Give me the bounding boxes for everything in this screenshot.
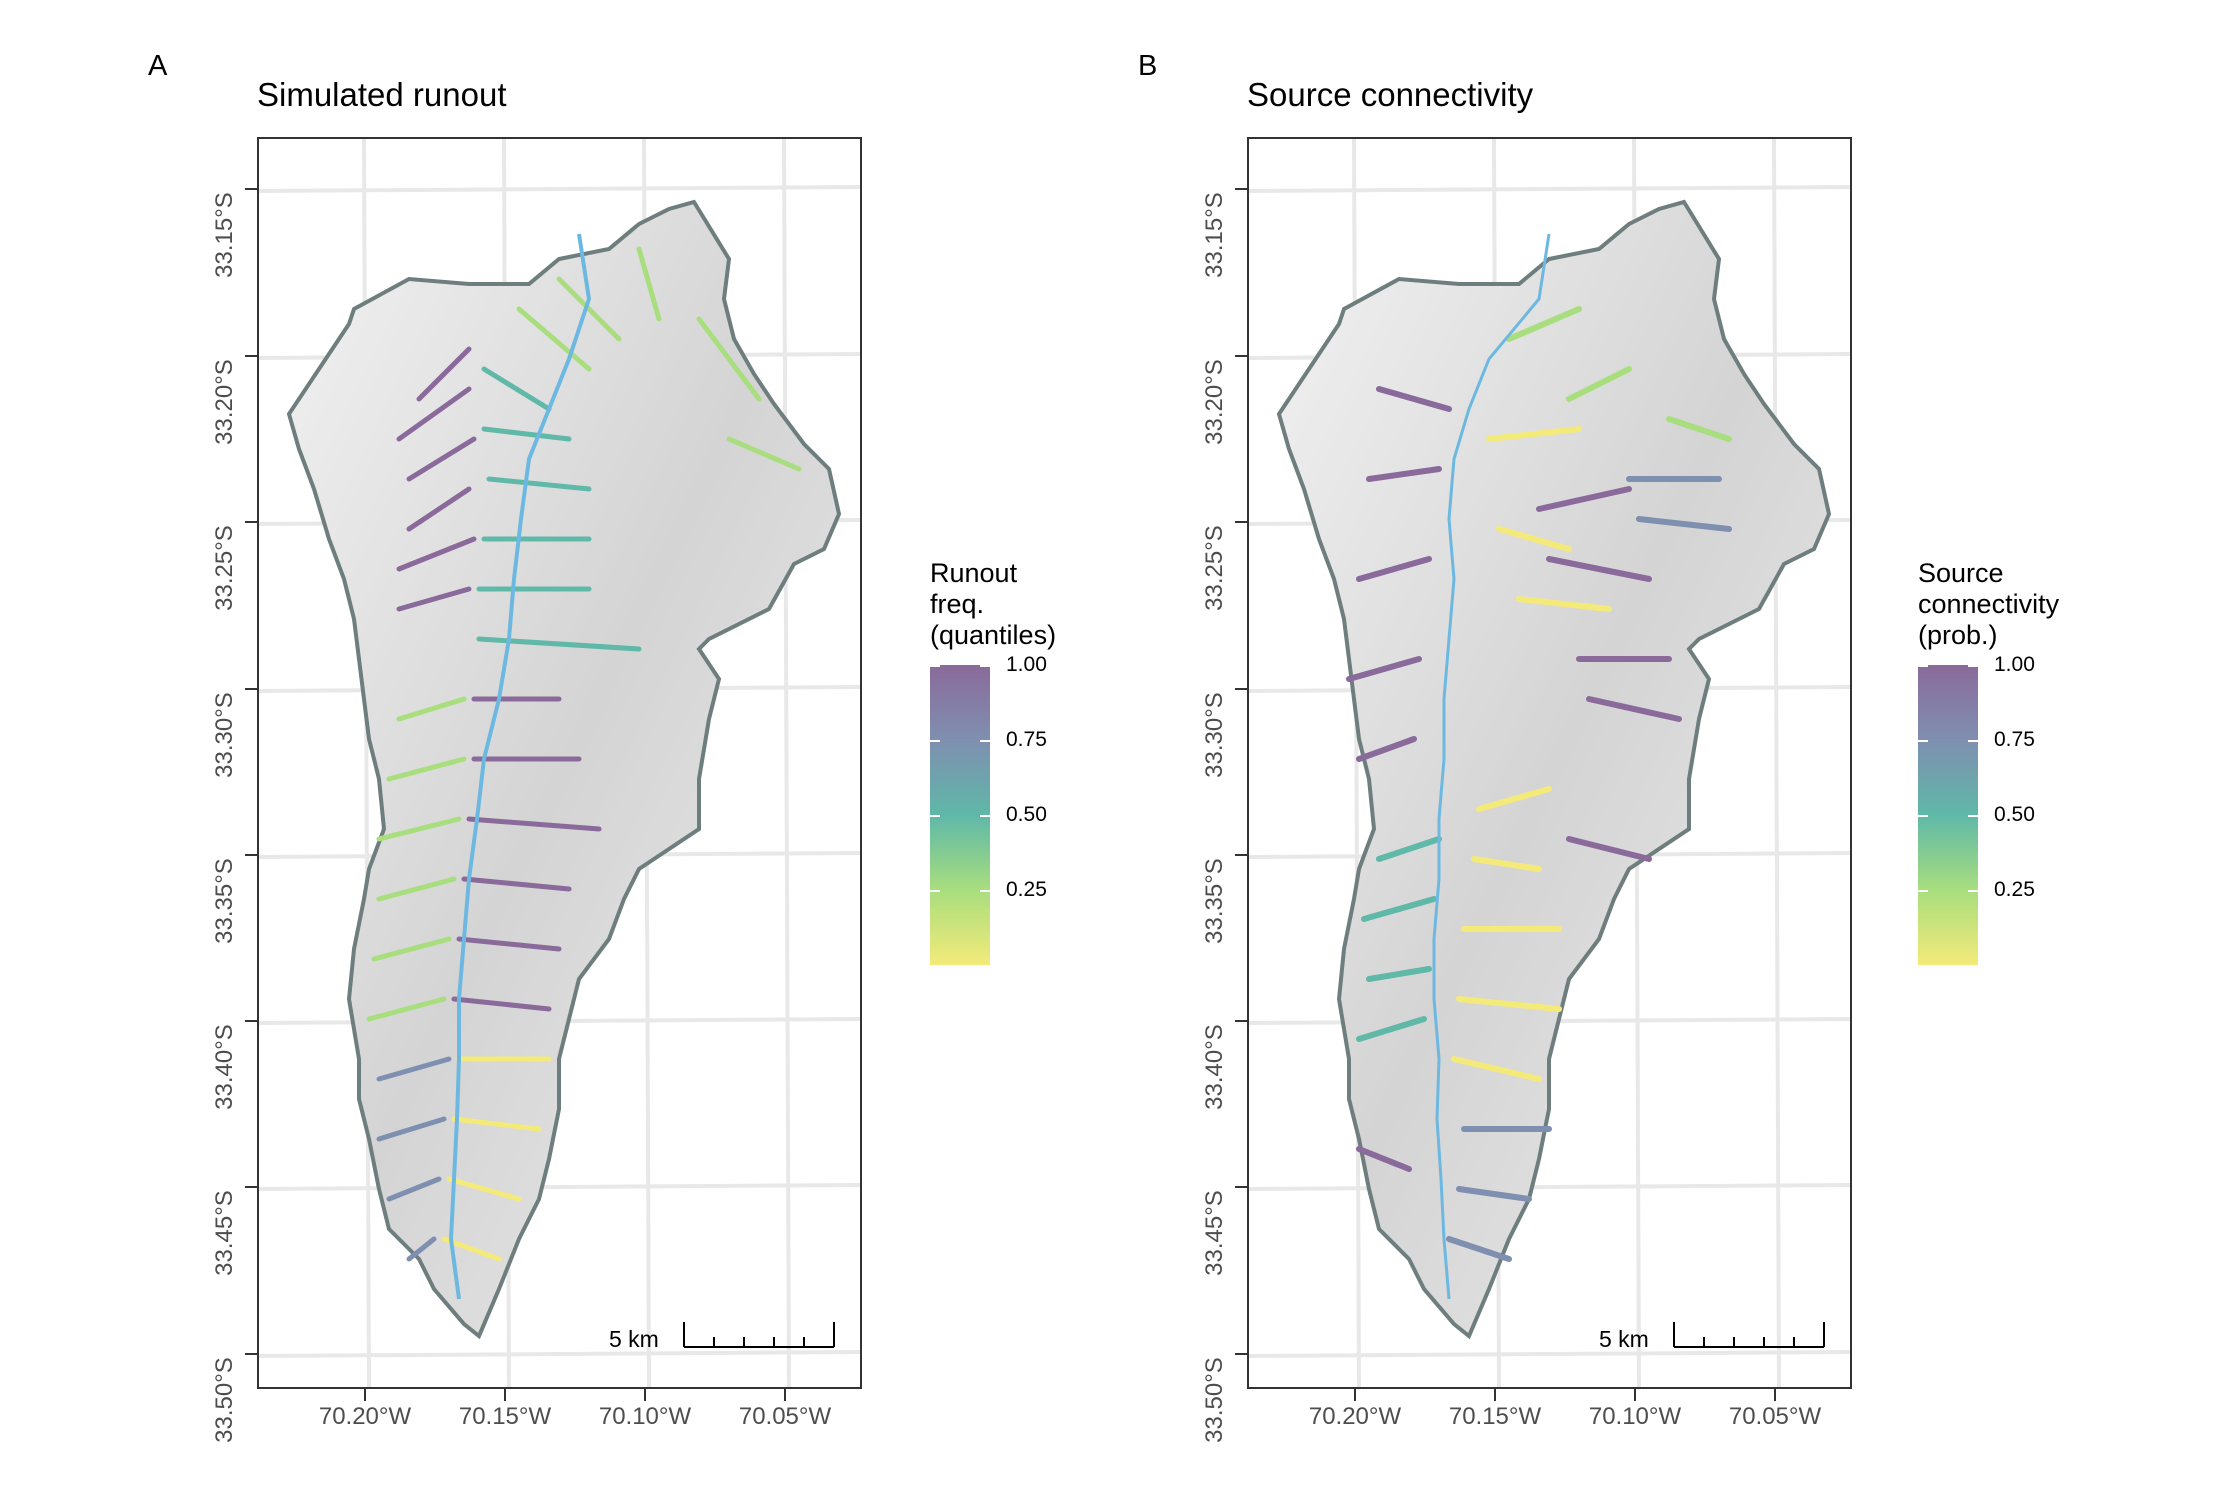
legend-tick [1968,890,1978,892]
y-tick [1235,188,1247,190]
y-tick-label: 33.35°S [211,858,238,944]
scale-bar [1673,1322,1825,1348]
y-tick [245,854,257,856]
map-canvas [1249,139,1850,1387]
y-tick [1235,1186,1247,1188]
catchment-outline [1276,199,1832,1340]
legend-tick [1918,740,1928,742]
legend-tick-label: 0.75 [1994,728,2035,751]
map-panel[interactable]: 5 km [1247,137,1852,1389]
legend-tick-label: 0.50 [1006,803,1047,826]
x-tick-label: 70.05°W [1728,1403,1822,1430]
legend-tick [1918,665,1928,667]
y-tick-label: 33.40°S [1201,1024,1228,1110]
legend-tick-label: 0.75 [1006,728,1047,751]
scale-bar-label: 5 km [609,1326,659,1352]
y-tick [245,1020,257,1022]
scale-bar-label: 5 km [1599,1326,1649,1352]
y-tick-label: 33.45°S [211,1190,238,1276]
y-tick [1235,854,1247,856]
main-river [448,233,592,1300]
x-tick [504,1389,506,1401]
legend-tick [1968,815,1978,817]
connectivity-streaks [1346,306,1732,1262]
x-tick-label: 70.10°W [1588,1403,1682,1430]
x-tick [1634,1389,1636,1401]
y-tick [1235,688,1247,690]
x-tick [644,1389,646,1401]
legend-tick-label: 0.50 [1994,803,2035,826]
y-tick-label: 33.20°S [1201,359,1228,445]
y-tick-label: 33.15°S [211,192,238,278]
y-tick-label: 33.40°S [211,1024,238,1110]
y-tick [245,188,257,190]
y-tick-label: 33.35°S [1201,858,1228,944]
y-tick [245,1353,257,1355]
x-tick [1774,1389,1776,1401]
y-tick-label: 33.30°S [1201,692,1228,778]
legend-title: Runout freq. (quantiles) [930,558,1057,650]
legend-tick [1968,740,1978,742]
y-tick [245,688,257,690]
legend-tick [980,890,990,892]
y-tick-label: 33.30°S [211,692,238,778]
x-tick-label: 70.05°W [738,1403,832,1430]
panel-title: Simulated runout [257,76,507,113]
y-tick-label: 33.25°S [211,525,238,611]
x-tick-label: 70.10°W [598,1403,692,1430]
y-tick-label: 33.50°S [1201,1357,1228,1443]
legend-tick [980,740,990,742]
y-tick-label: 33.20°S [211,359,238,445]
x-tick [1494,1389,1496,1401]
x-tick-label: 70.20°W [318,1403,412,1430]
legend-tick-label: 0.25 [1006,878,1047,901]
x-tick [784,1389,786,1401]
legend-tick [930,815,940,817]
legend-title: Source connectivity (prob.) [1918,558,2060,650]
y-tick-label: 33.15°S [1201,192,1228,278]
x-tick [1354,1389,1356,1401]
y-tick-label: 33.45°S [1201,1190,1228,1276]
legend-tick-label: 1.00 [1994,653,2035,676]
x-tick-label: 70.15°W [1448,1403,1542,1430]
y-tick-label: 33.25°S [1201,525,1228,611]
legend-tick [980,815,990,817]
legend-tick [980,665,990,667]
legend-tick [930,890,940,892]
y-tick-label: 33.50°S [211,1357,238,1443]
x-tick [364,1389,366,1401]
legend-tick-label: 1.00 [1006,653,1047,676]
y-tick [1235,1020,1247,1022]
catchment-outline [286,199,842,1340]
y-tick [1235,355,1247,357]
y-tick [245,521,257,523]
map-canvas [259,139,860,1387]
x-tick-label: 70.15°W [458,1403,552,1430]
main-river [1432,233,1551,1300]
legend-tick-label: 0.25 [1994,878,2035,901]
map-panel[interactable]: 5 km [257,137,862,1389]
y-tick [1235,521,1247,523]
runout-streaks [366,246,802,1262]
y-tick [245,1186,257,1188]
panel-letter: B [1138,50,1158,82]
legend-tick [1968,665,1978,667]
x-tick-label: 70.20°W [1308,1403,1402,1430]
y-tick [1235,1353,1247,1355]
legend-tick [1918,890,1928,892]
panel-letter: A [148,50,168,82]
y-tick [245,355,257,357]
legend-tick [1918,815,1928,817]
panel-title: Source connectivity [1247,76,1534,113]
legend-tick [930,665,940,667]
legend-tick [930,740,940,742]
scale-bar [683,1322,835,1348]
